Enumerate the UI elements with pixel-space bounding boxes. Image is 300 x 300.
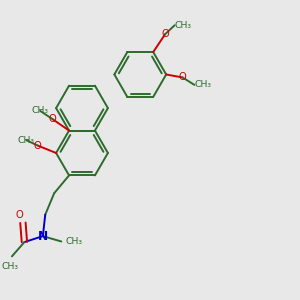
Text: CH₃: CH₃ <box>194 80 212 89</box>
Text: O: O <box>161 29 169 39</box>
Text: CH₃: CH₃ <box>175 21 192 30</box>
Text: O: O <box>16 210 23 220</box>
Text: CH₃: CH₃ <box>66 237 83 246</box>
Text: O: O <box>49 114 57 124</box>
Text: N: N <box>38 230 48 243</box>
Text: CH₃: CH₃ <box>32 106 49 116</box>
Text: O: O <box>179 73 186 82</box>
Text: CH₃: CH₃ <box>2 262 19 271</box>
Text: O: O <box>34 140 41 151</box>
Text: CH₃: CH₃ <box>18 136 35 145</box>
